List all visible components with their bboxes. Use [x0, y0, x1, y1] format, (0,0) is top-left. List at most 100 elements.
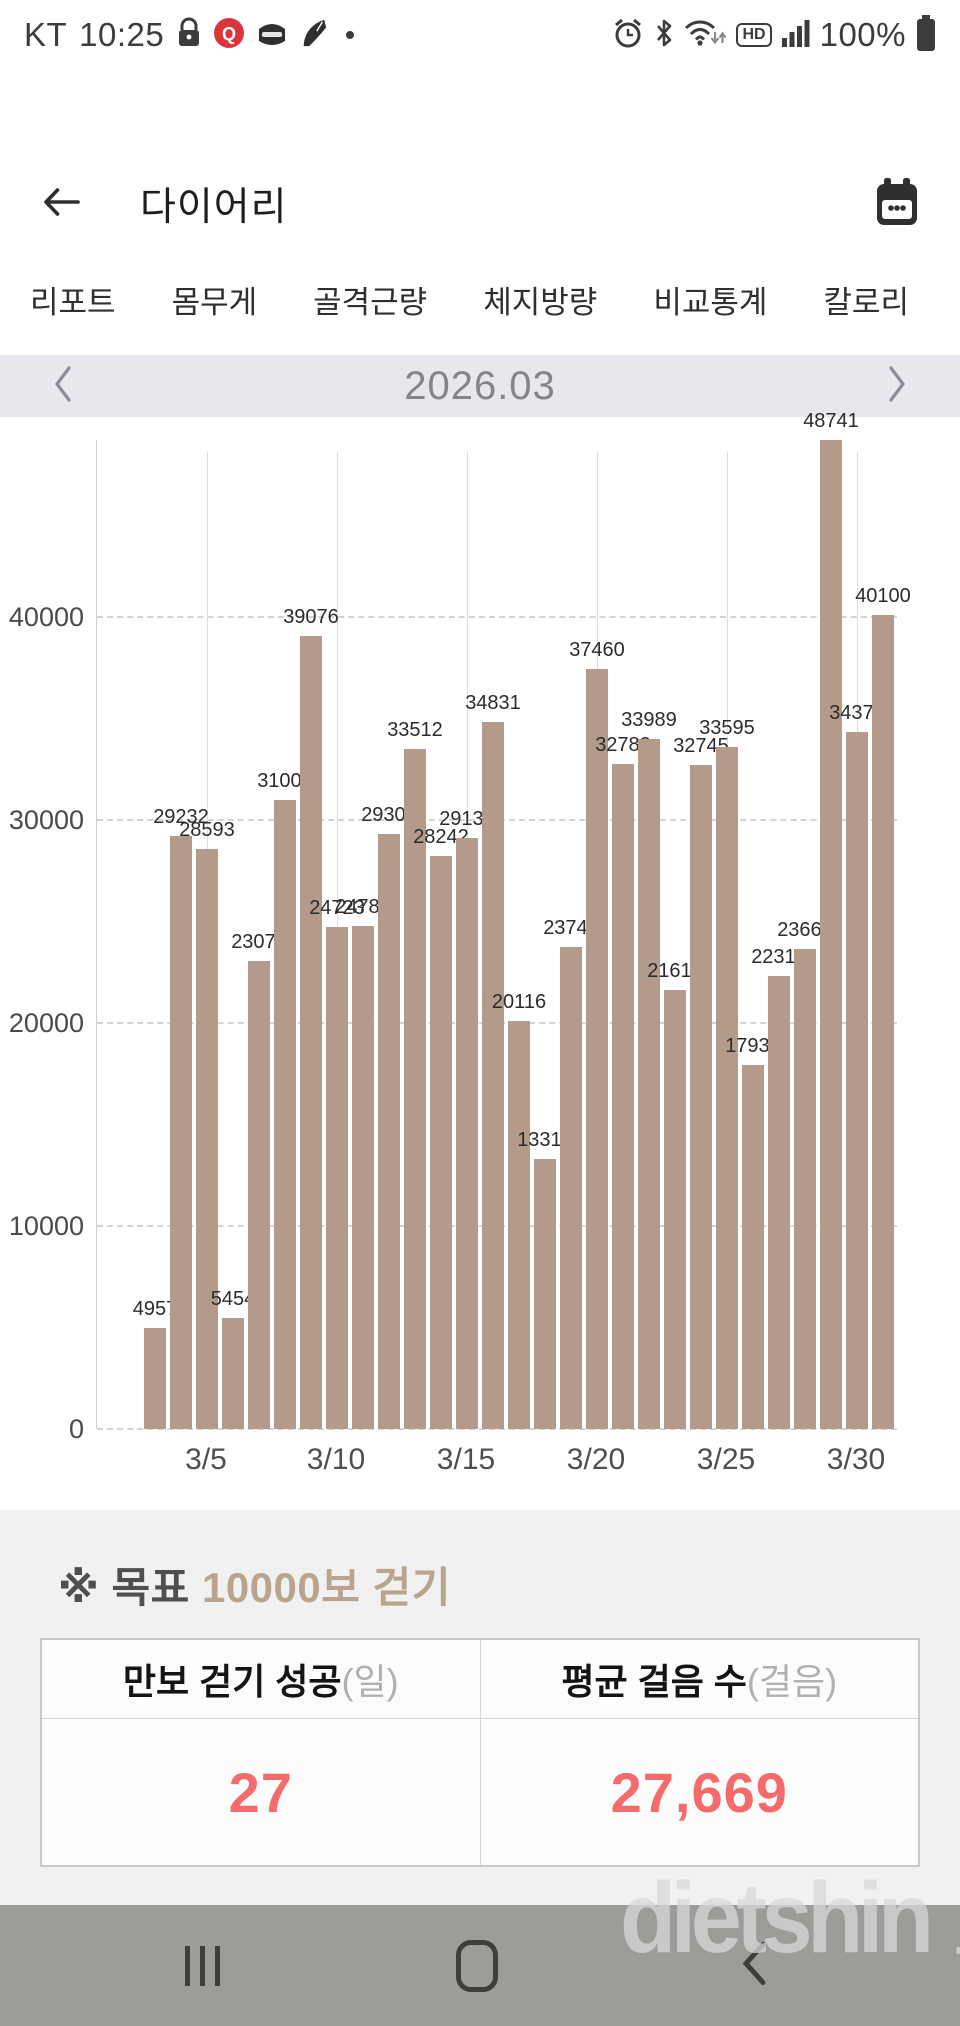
bar-3/21 — [612, 764, 634, 1429]
bar-value-label: 4957 — [132, 1298, 178, 1320]
prev-month-button[interactable] — [52, 364, 74, 409]
carrier-label: KT — [24, 16, 68, 53]
x-tick-label: 3/5 — [185, 1443, 227, 1476]
bar-value-label: 24789 — [335, 896, 391, 918]
bar-value-label: 48741 — [803, 410, 859, 432]
tab-body-fat[interactable]: 체지방량 — [483, 284, 598, 320]
bar-value-label: 23668 — [777, 919, 833, 941]
calendar-icon[interactable] — [874, 177, 920, 232]
bar-value-label: 33595 — [699, 717, 755, 739]
tab-skeletal-muscle[interactable]: 골격근량 — [313, 284, 428, 320]
report-tab-bar: 리포트 몸무게 골격근량 체지방량 비교통계 칼로리 — [0, 268, 960, 330]
bar-value-label: 34831 — [465, 692, 521, 714]
bar-3/19 — [560, 947, 582, 1429]
summary-table-value-row: 27 27,669 — [42, 1719, 918, 1865]
bar-3/26 — [742, 1065, 764, 1429]
bar-value-label: 32745 — [673, 735, 729, 757]
y-tick-label: 20000 — [8, 1008, 84, 1039]
signal-icon — [781, 18, 810, 53]
bar-value-label: 31002 — [257, 770, 313, 792]
bar-3/24 — [690, 765, 712, 1429]
bar-3/28 — [794, 949, 816, 1429]
clock-label: 10:25 — [79, 16, 165, 53]
bar-value-label: 20116 — [491, 991, 547, 1013]
average-steps-unit: (걸음) — [746, 1661, 838, 1702]
bar-3/5 — [196, 849, 218, 1429]
header-success-days: 만보 걷기 성공 (일) — [42, 1640, 481, 1718]
wifi-icon — [684, 17, 727, 54]
bar-3/16 — [482, 722, 504, 1429]
bar-3/27 — [768, 976, 790, 1429]
back-icon[interactable] — [740, 1940, 768, 1991]
bar-value-label: 37460 — [569, 639, 625, 661]
plot-area: 4957 29232 28593 5454 23079 31002 39076 24723 24… — [96, 410, 911, 1430]
summary-table: 만보 걷기 성공 (일) 평균 걸음 수 (걸음) 27 27,669 — [40, 1638, 920, 1867]
y-tick-label: 40000 — [8, 602, 84, 633]
bar-value-label: 5454 — [210, 1288, 256, 1310]
x-tick-label: 3/30 — [826, 1443, 886, 1476]
android-nav-bar — [0, 1905, 960, 2026]
bar-value-label: 21618 — [647, 960, 703, 982]
bar-3/6 — [222, 1318, 244, 1429]
next-month-button[interactable] — [886, 364, 908, 409]
lock-icon — [176, 17, 202, 54]
y-tick-label: 0 — [68, 1414, 84, 1444]
bar-3/29 — [820, 440, 842, 1429]
back-arrow-icon[interactable] — [40, 185, 82, 224]
bar-3/18 — [534, 1159, 556, 1429]
shoe-app-icon — [300, 18, 328, 53]
header-average-steps: 평균 걸음 수 (걸음) — [481, 1640, 919, 1718]
bar-3/7 — [248, 961, 270, 1429]
bar-value-label: 22313 — [751, 946, 807, 968]
average-steps-value: 27,669 — [610, 1760, 788, 1824]
status-bar: KT 10:25 Q HD 100% — [0, 0, 960, 70]
svg-text:Q: Q — [222, 24, 236, 44]
y-gridline — [97, 1428, 897, 1430]
goal-text: ※ 목표 10000보 걷기 — [0, 1510, 960, 1615]
notification-dot — [346, 31, 355, 39]
bar-value-label: 29139 — [439, 808, 495, 830]
bar-3/12 — [378, 834, 400, 1429]
bar-3/23 — [664, 990, 686, 1429]
average-steps-title: 평균 걸음 수 — [561, 1661, 747, 1702]
y-tick-label: 10000 — [8, 1211, 84, 1242]
badge-app-icon — [256, 19, 288, 52]
success-days-title: 만보 걷기 성공 — [122, 1661, 342, 1702]
bar-value-label: 29309 — [361, 804, 417, 826]
bar-3/13 — [404, 749, 426, 1429]
bar-value-label: 39076 — [283, 606, 339, 628]
bar-value-label: 28593 — [179, 819, 235, 841]
tab-report[interactable]: 리포트 — [30, 284, 116, 320]
home-icon[interactable] — [456, 1939, 498, 1992]
x-tick-label: 3/25 — [696, 1443, 756, 1476]
battery-percent-label: 100% — [819, 16, 906, 53]
goal-label: 목표 — [111, 1564, 190, 1611]
bar-3/31 — [872, 615, 894, 1429]
tab-comparison-stats[interactable]: 비교통계 — [653, 284, 768, 320]
status-left-cluster: KT 10:25 Q — [24, 16, 355, 54]
bar-value-label: 33989 — [621, 709, 677, 731]
bar-3/9 — [300, 636, 322, 1429]
bar-3/22 — [638, 739, 660, 1429]
tab-calories[interactable]: 칼로리 — [823, 284, 909, 320]
page-title: 다이어리 — [140, 186, 288, 229]
bar-3/30 — [846, 732, 868, 1429]
bluetooth-icon — [654, 17, 674, 54]
bar-value-label: 34370 — [829, 702, 885, 724]
bar-3/25 — [716, 747, 738, 1429]
status-right-cluster: HD 100% — [612, 14, 936, 56]
bar-3/20 — [586, 669, 608, 1429]
y-tick-label: 30000 — [8, 805, 84, 836]
success-days-value: 27 — [228, 1760, 293, 1824]
bar-3/15 — [456, 838, 478, 1429]
tab-weight[interactable]: 몸무게 — [171, 284, 258, 320]
bar-3/8 — [274, 800, 296, 1429]
bar-value-label: 33512 — [387, 719, 443, 741]
x-tick-label: 3/15 — [436, 1443, 496, 1476]
bar-value-label: 29232 — [153, 806, 209, 828]
month-navigator: 2026.03 — [0, 355, 960, 417]
app-header: 다이어리 — [0, 148, 960, 260]
recents-icon[interactable] — [185, 1945, 220, 1986]
summary-table-header-row: 만보 걷기 성공 (일) 평균 걸음 수 (걸음) — [42, 1640, 918, 1719]
y-gridline — [97, 616, 897, 619]
